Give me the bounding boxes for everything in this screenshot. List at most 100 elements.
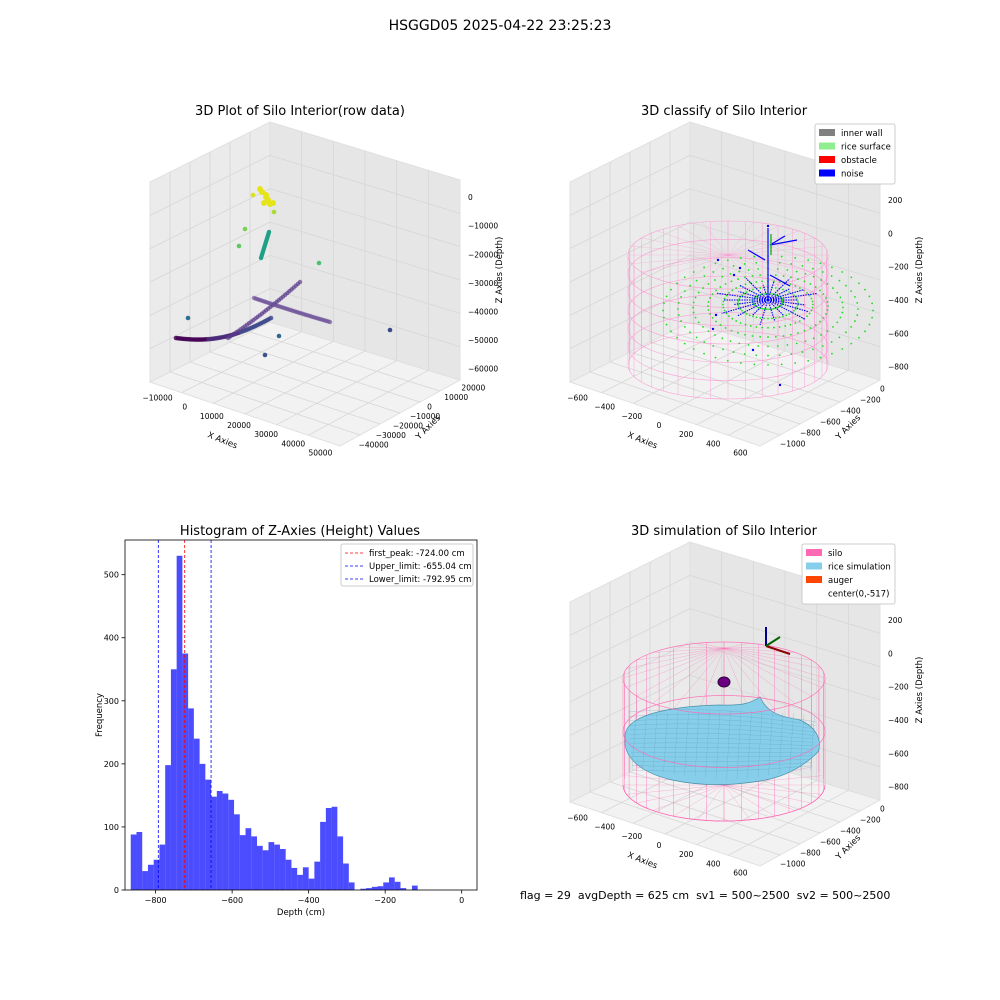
surface-point [845, 331, 847, 334]
surface-point [819, 320, 821, 323]
legend-label: rice simulation [828, 563, 891, 573]
surface-point [812, 267, 814, 270]
noise-point [751, 348, 755, 352]
noise-ray [745, 277, 769, 301]
surface-point [811, 306, 814, 309]
histogram-bar [245, 828, 252, 890]
surface-point [702, 287, 704, 289]
panel3-title: Histogram of Z-Axies (Height) Values [179, 524, 421, 539]
surface-point [794, 257, 797, 259]
y-tick-label: −800 [800, 849, 821, 858]
surface-point [786, 269, 789, 271]
silo-roof-spoke [723, 647, 822, 669]
grid-line [249, 331, 441, 392]
surface-point [737, 302, 739, 304]
surface-point [794, 362, 797, 364]
avg-depth-text: avgDepth = 625 cm [577, 889, 690, 902]
roof-spoke [727, 254, 825, 264]
z-tick-label: −200 [888, 683, 909, 692]
surface-point [759, 335, 762, 338]
silo-roof-spoke [723, 647, 796, 704]
y-tick-label: −1000 [780, 860, 806, 869]
noise-ray [767, 299, 776, 322]
surface-point [744, 323, 747, 326]
data-point [262, 352, 268, 358]
y-tick-label: −600 [820, 418, 841, 427]
silo-roof-spoke [723, 647, 826, 679]
surface-point [841, 311, 844, 314]
surface-point [729, 272, 732, 275]
noise-ray [769, 239, 798, 246]
histogram-bar [377, 886, 384, 890]
noise-point [738, 266, 742, 270]
surface-point [790, 263, 793, 265]
silo-roof-spoke [626, 647, 725, 669]
surface-point [692, 311, 695, 314]
surface-point [715, 320, 717, 323]
x-tick-label: 0 [459, 896, 464, 905]
surface-point [738, 306, 740, 308]
noise-ray [721, 299, 769, 314]
x-tick-label: −400 [594, 823, 615, 832]
surface-point [774, 287, 777, 289]
surface-point [756, 295, 759, 297]
rice-mesh-line [642, 714, 647, 771]
z-tick-label: −60000 [468, 365, 498, 374]
surface-point [753, 255, 756, 258]
surface-point [723, 297, 726, 300]
data-point [268, 315, 274, 321]
rice-mesh-line [694, 711, 700, 777]
surface-point [731, 289, 734, 292]
z-tick-label: −200 [888, 263, 909, 272]
histogram-bar [383, 882, 389, 890]
y-axis-label: Frequency [95, 693, 105, 737]
surface-point [738, 298, 740, 300]
surface-point [714, 262, 717, 265]
y-tick-label: 20000 [461, 384, 485, 393]
surface-point [790, 276, 792, 279]
surface-point [812, 348, 814, 351]
surface-point [707, 309, 710, 311]
surface-point [819, 262, 822, 265]
histogram-bar [337, 836, 344, 890]
surface-point [728, 315, 730, 318]
surface-point [795, 342, 798, 345]
legend-label: Lower_limit: -792.95 cm [369, 575, 471, 585]
surface-point [670, 330, 672, 333]
surface-point [772, 326, 775, 329]
legend-box [814, 123, 896, 185]
surface-point [677, 308, 679, 310]
surface-point [809, 283, 812, 285]
surface-point [794, 322, 797, 324]
surface-point [707, 301, 710, 303]
x-tick-label: 50000 [308, 448, 332, 457]
surface-point [822, 316, 825, 319]
rice-mesh-line [631, 715, 637, 770]
histogram-bar [285, 859, 292, 890]
histogram-bar [147, 864, 154, 890]
surface-point [778, 354, 781, 357]
silo-roof-spoke [626, 647, 725, 688]
surface-point [856, 302, 859, 304]
surface-point [778, 326, 781, 328]
histogram-bar [371, 886, 378, 890]
silo-roof-spoke [697, 647, 725, 713]
surface-point [814, 324, 817, 326]
noise-ray [762, 284, 769, 301]
z-axis-label: Z Axies (Depth) [915, 237, 925, 304]
roof-spoke [677, 254, 729, 285]
surface-point [871, 302, 874, 305]
surface-point [759, 293, 762, 296]
surface-point [868, 323, 871, 326]
rice-mesh-line [628, 723, 815, 733]
legend-swatch [819, 169, 835, 177]
roof-spoke [631, 254, 729, 264]
panel3-histogram: −800 −600 −400 −200 0 0 100 200 300 400 500 Depth (… [95, 539, 478, 918]
histogram-bar [360, 888, 367, 890]
surface-point [814, 286, 817, 288]
surface-point [683, 290, 686, 293]
surface-point [778, 261, 781, 264]
x-tick-label: 400 [706, 859, 721, 868]
silo-floor-spoke [673, 784, 725, 817]
surface-point [683, 276, 686, 279]
